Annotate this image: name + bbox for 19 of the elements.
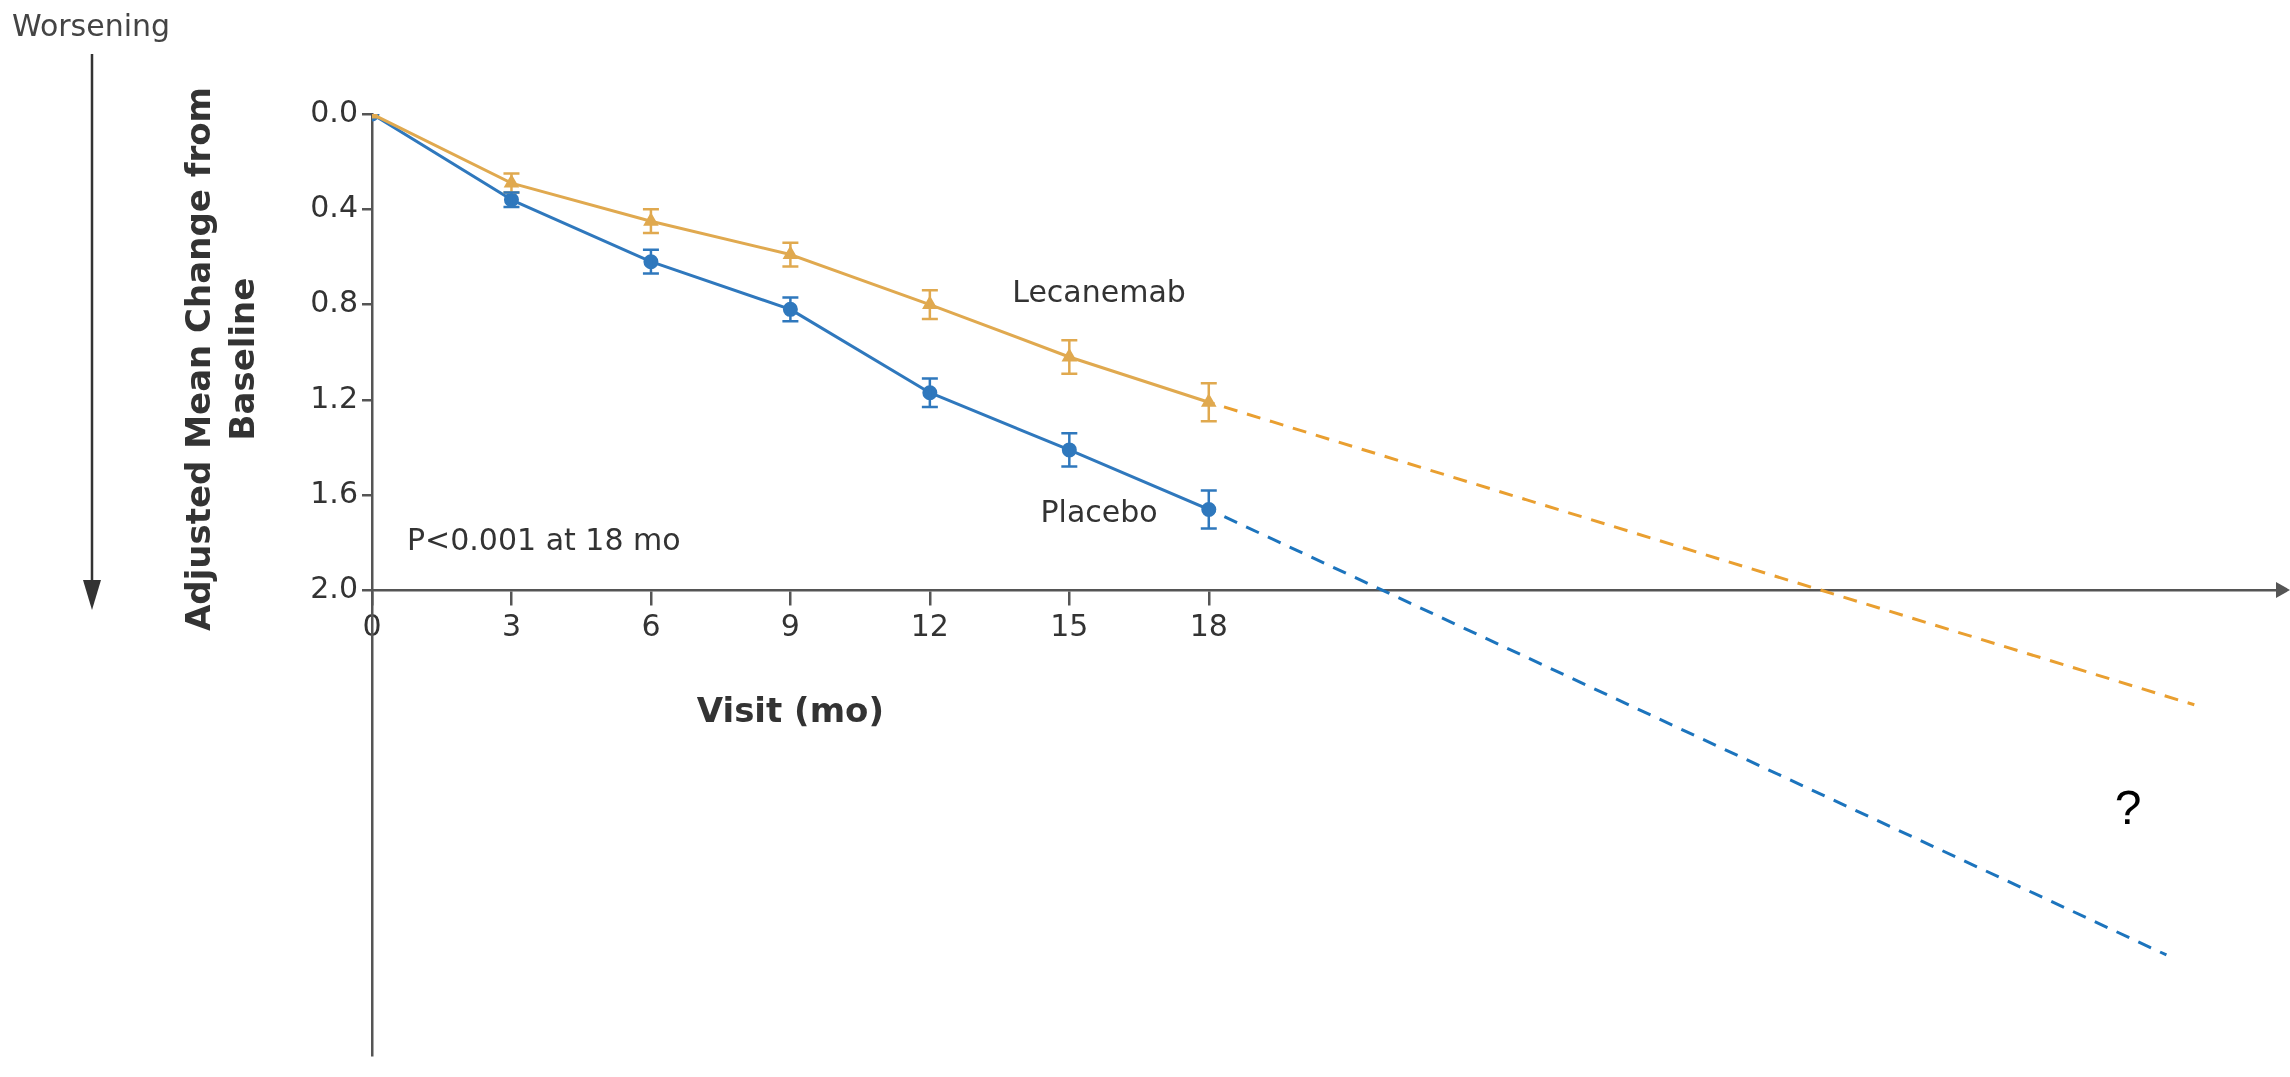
y-axis-title: Adjusted Mean Change from Baseline	[178, 87, 262, 631]
x-tick-label: 9	[780, 608, 800, 644]
y-tick-label: 1.2	[310, 379, 358, 415]
y-tick-label: 0.0	[310, 93, 358, 129]
x-tick-label: 12	[910, 608, 949, 644]
y-tick-label: 2.0	[310, 570, 358, 606]
annotation: P<0.001 at 18 mo	[407, 522, 681, 558]
x-tick-label: 3	[501, 608, 522, 644]
y-tick-label: 0.8	[310, 284, 358, 320]
series-label: Placebo	[1040, 494, 1158, 530]
x-tick-label: 18	[1189, 608, 1228, 644]
y-tick-label: 1.6	[310, 474, 358, 510]
series-label: Lecanemab	[1012, 274, 1186, 310]
annotation: ?	[2114, 780, 2142, 834]
x-tick-label: 6	[641, 608, 661, 644]
text: Worsening	[12, 8, 171, 43]
x-tick-label: 15	[1050, 608, 1089, 644]
y-tick-label: 0.4	[310, 189, 358, 225]
x-axis-title: Visit (mo)	[696, 690, 884, 731]
